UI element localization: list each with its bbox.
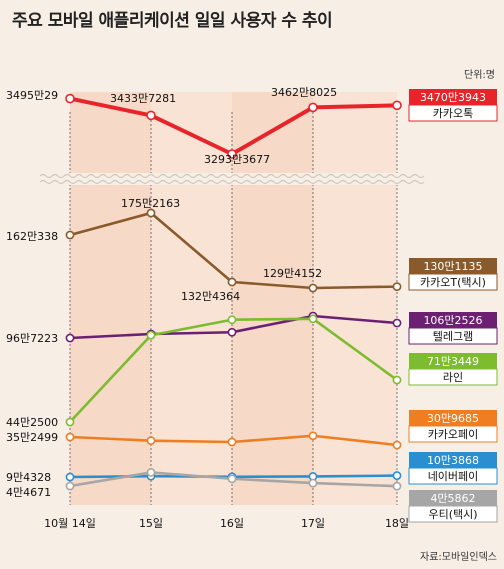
legend-value-box — [409, 410, 497, 426]
data-point — [308, 314, 318, 324]
data-point — [65, 472, 75, 482]
data-label: 3433만7281 — [110, 92, 176, 105]
legend-value: 4만5862 — [430, 492, 475, 505]
data-point — [392, 471, 402, 480]
legend-name-box — [408, 368, 498, 386]
data-point — [308, 283, 318, 293]
legend-value-box — [409, 490, 497, 506]
legend-name-box — [408, 505, 498, 523]
data-point — [392, 481, 402, 491]
data-point — [65, 432, 75, 442]
legend-series-name: 카카오T(택시) — [420, 276, 486, 289]
data-label: 132만4364 — [181, 290, 240, 303]
data-label: 9만4328 — [6, 471, 51, 484]
data-point — [227, 474, 237, 484]
data-point — [308, 102, 318, 113]
legend-value-box — [409, 312, 497, 328]
legend-item: 10만3868 네이버페이 — [408, 452, 498, 485]
x-tick-label: 10월 14일 — [44, 516, 96, 530]
series-points — [65, 93, 402, 491]
legend-value-box — [409, 258, 497, 274]
data-label: 44만2500 — [6, 416, 58, 429]
data-point — [146, 110, 156, 121]
data-point — [65, 333, 75, 343]
data-point — [146, 208, 156, 218]
legend-series-name: 카카오페이 — [428, 428, 479, 441]
axis-break-gap — [40, 173, 418, 185]
date-bands — [70, 92, 397, 505]
data-point — [392, 440, 402, 450]
data-point — [146, 436, 156, 446]
legend-name-box — [408, 327, 498, 345]
legend-value: 106만2526 — [423, 314, 482, 327]
data-point — [227, 315, 237, 325]
legend-series-name: 텔레그램 — [433, 330, 473, 343]
data-point — [227, 327, 237, 337]
legend-name-box — [408, 467, 498, 485]
point-labels: 3495만29 3433만7281 3293만3677 3462만8025 162만33… — [6, 86, 337, 499]
x-tick-label: 15일 — [139, 516, 163, 530]
data-point — [227, 149, 237, 159]
legend-value-box — [409, 452, 497, 468]
data-point — [308, 478, 318, 488]
legend-series-name: 우티(택시) — [428, 508, 477, 521]
legend-item: 30만9685 카카오페이 — [408, 410, 498, 443]
legend-boxes: 3470만3943 카카오톡 130만1135 카카오T(택시) 106만2526 텔레그… — [408, 89, 498, 523]
legend-series-name: 카카오톡 — [433, 107, 473, 120]
data-point — [392, 318, 402, 328]
legend-name-box — [408, 273, 498, 291]
legend-item: 4만5862 우티(택시) — [408, 490, 498, 523]
data-point — [146, 330, 156, 340]
data-point — [65, 417, 75, 427]
legend-item: 3470만3943 카카오톡 — [408, 89, 498, 122]
data-label: 96만7223 — [6, 332, 58, 345]
data-point — [308, 431, 318, 441]
data-point — [146, 468, 156, 477]
data-point — [392, 282, 402, 292]
legend-value: 3470만3943 — [420, 91, 486, 104]
data-point — [227, 437, 237, 447]
data-label: 175만2163 — [121, 197, 180, 210]
legend-value: 10만3868 — [427, 454, 479, 467]
data-point — [65, 481, 75, 491]
unit-label: 단위:명 — [464, 68, 495, 81]
axis-break — [39, 173, 425, 185]
x-tick-label: 18일 — [385, 516, 409, 530]
axis-break-wave — [39, 173, 425, 179]
x-axis-ticks: 10월 14일 15일 16일 17일 18일 — [44, 516, 409, 530]
data-point — [392, 375, 402, 385]
legend-value: 71만3449 — [427, 355, 479, 368]
legend-value: 30만9685 — [427, 412, 479, 425]
legend-item: 71만3449 라인 — [408, 353, 498, 386]
data-label: 4만4671 — [6, 486, 51, 499]
data-point — [65, 93, 75, 104]
legend-series-name: 라인 — [443, 371, 463, 384]
data-label: 3495만29 — [6, 89, 58, 102]
data-point — [65, 230, 75, 240]
x-tick-label: 16일 — [220, 516, 244, 530]
date-band — [70, 92, 151, 505]
data-label: 3462만8025 — [271, 86, 337, 99]
legend-value: 130만1135 — [423, 260, 482, 273]
source-label: 자료:모바일인덱스 — [420, 551, 497, 563]
data-label: 3293만3677 — [204, 153, 270, 166]
legend-item: 130만1135 카카오T(택시) — [408, 258, 498, 291]
data-label: 35만2499 — [6, 431, 58, 444]
legend-value-box — [409, 89, 497, 105]
axis-break-wave — [39, 179, 425, 185]
date-band — [151, 92, 232, 505]
x-tick-label: 17일 — [301, 516, 325, 530]
data-label: 129만4152 — [263, 267, 322, 280]
legend-item: 106만2526 텔레그램 — [408, 312, 498, 345]
legend-value-box — [409, 353, 497, 369]
legend-name-box — [408, 104, 498, 122]
legend-series-name: 네이버페이 — [428, 470, 479, 483]
legend-name-box — [408, 425, 498, 443]
data-label: 162만338 — [6, 230, 58, 243]
data-point — [227, 277, 237, 287]
chart-title: 주요 모바일 애플리케이션 일일 사용자 수 추이 — [12, 11, 333, 31]
data-point — [392, 100, 402, 111]
